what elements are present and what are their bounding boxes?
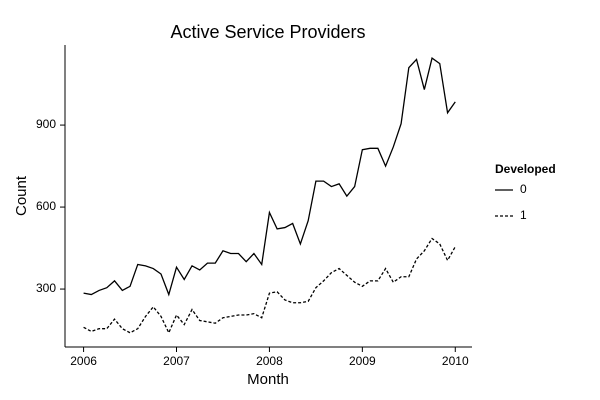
legend-label: 1 <box>520 208 527 222</box>
legend-title: Developed <box>495 162 556 176</box>
legend-label: 0 <box>520 182 527 196</box>
line-series <box>83 237 456 335</box>
x-tick-label: 2009 <box>349 354 376 368</box>
x-tick-label: 2008 <box>256 354 283 368</box>
y-axis-label: Count <box>13 175 30 216</box>
x-axis-label: Month <box>247 371 289 388</box>
line-series <box>83 57 456 297</box>
chart-title: Active Service Providers <box>170 22 365 42</box>
y-tick-label: 600 <box>36 199 56 213</box>
x-tick-label: 2006 <box>70 354 97 368</box>
x-tick-label: 2007 <box>163 354 190 368</box>
y-tick-label: 900 <box>36 117 56 131</box>
y-tick-label: 300 <box>36 281 56 295</box>
x-tick-label: 2010 <box>442 354 469 368</box>
